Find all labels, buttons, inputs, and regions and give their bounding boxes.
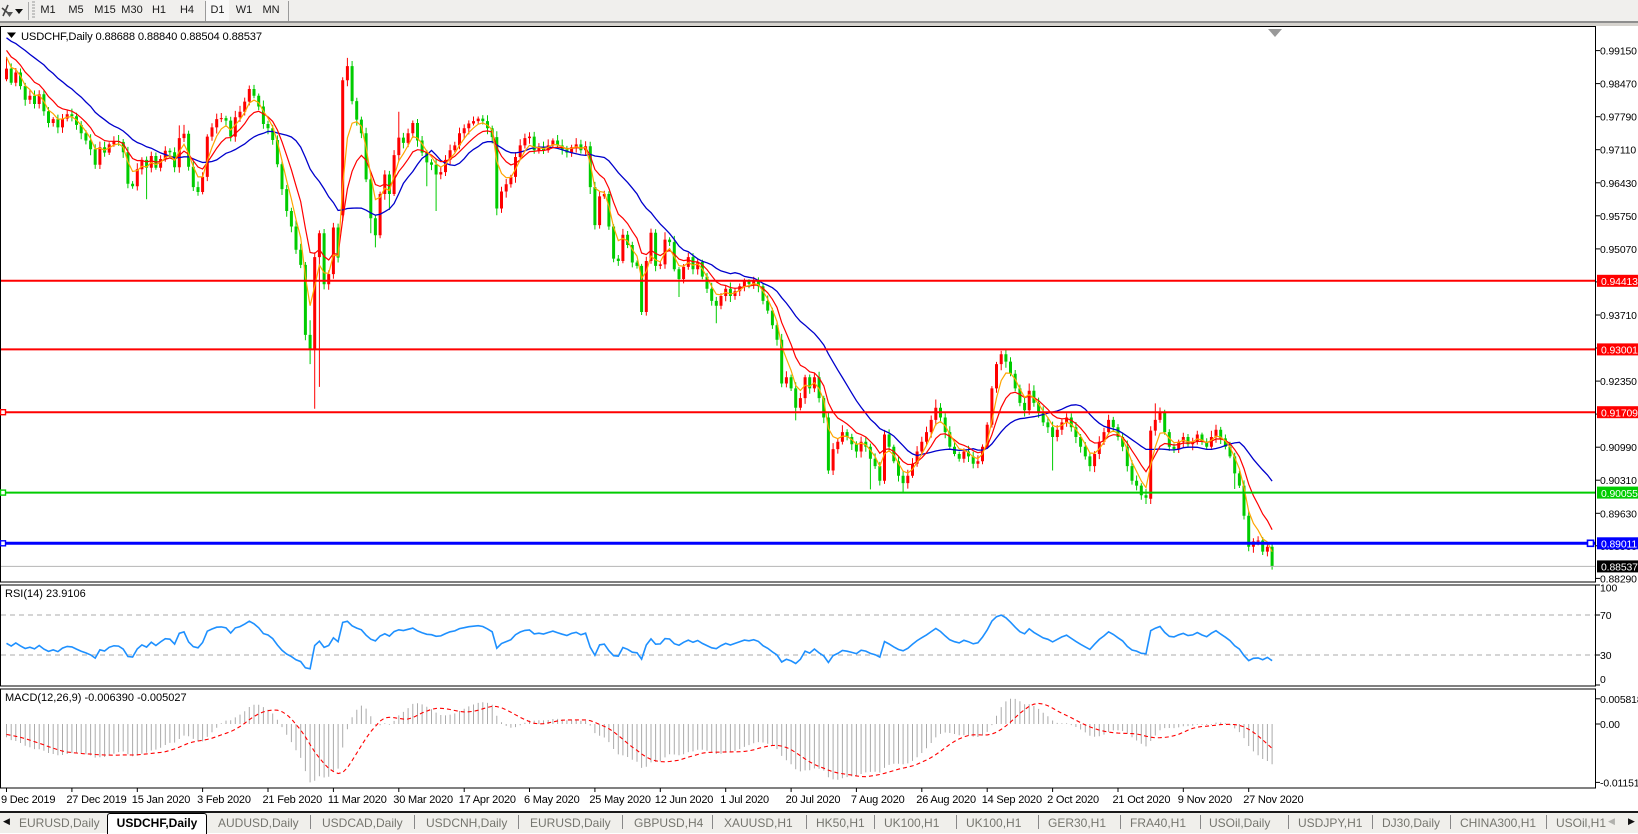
svg-text:0.91709: 0.91709 <box>1601 408 1638 419</box>
svg-text:0.99150: 0.99150 <box>1600 47 1637 58</box>
svg-text:17 Apr 2020: 17 Apr 2020 <box>459 794 516 806</box>
svg-text:20 Jul 2020: 20 Jul 2020 <box>786 794 841 806</box>
svg-text:9 Nov 2020: 9 Nov 2020 <box>1178 794 1232 806</box>
svg-text:0.97790: 0.97790 <box>1600 113 1637 124</box>
svg-text:70: 70 <box>1600 611 1612 622</box>
svg-text:0.94413: 0.94413 <box>1601 277 1638 288</box>
svg-text:6 May 2020: 6 May 2020 <box>524 794 580 806</box>
svg-text:USDCHF,Daily 0.88688 0.88840: USDCHF,Daily 0.88688 0.88840 0.88504 0.8… <box>21 31 262 43</box>
svg-text:2 Oct 2020: 2 Oct 2020 <box>1047 794 1099 806</box>
svg-text:14 Sep 2020: 14 Sep 2020 <box>982 794 1042 806</box>
svg-text:27 Nov 2020: 27 Nov 2020 <box>1243 794 1303 806</box>
svg-text:25 May 2020: 25 May 2020 <box>589 794 650 806</box>
svg-text:21 Feb 2020: 21 Feb 2020 <box>263 794 323 806</box>
svg-text:100: 100 <box>1600 584 1618 595</box>
svg-text:0.00: 0.00 <box>1600 720 1620 731</box>
svg-text:0: 0 <box>1600 675 1606 686</box>
svg-text:0.96430: 0.96430 <box>1600 179 1637 190</box>
svg-text:30: 30 <box>1600 651 1612 662</box>
svg-text:7 Aug 2020: 7 Aug 2020 <box>851 794 905 806</box>
svg-text:-0.011514: -0.011514 <box>1600 778 1638 789</box>
svg-text:0.93710: 0.93710 <box>1600 311 1637 322</box>
svg-text:0.95750: 0.95750 <box>1600 212 1637 223</box>
svg-text:0.97110: 0.97110 <box>1600 146 1636 157</box>
svg-text:0.88537: 0.88537 <box>1601 563 1638 574</box>
svg-text:27 Dec 2019: 27 Dec 2019 <box>66 794 126 806</box>
svg-text:0.89630: 0.89630 <box>1600 509 1637 520</box>
svg-text:12 Jun 2020: 12 Jun 2020 <box>655 794 713 806</box>
svg-text:0.92350: 0.92350 <box>1600 377 1637 388</box>
svg-text:0.89011: 0.89011 <box>1601 540 1637 551</box>
svg-text:0.90990: 0.90990 <box>1600 443 1637 454</box>
svg-text:0.90055: 0.90055 <box>1601 489 1638 500</box>
svg-text:MACD(12,26,9) -0.006390 -0.005: MACD(12,26,9) -0.006390 -0.005027 <box>5 692 187 704</box>
svg-text:9 Dec 2019: 9 Dec 2019 <box>1 794 55 806</box>
svg-text:0.005818: 0.005818 <box>1600 695 1638 706</box>
svg-text:3 Feb 2020: 3 Feb 2020 <box>197 794 251 806</box>
svg-text:30 Mar 2020: 30 Mar 2020 <box>393 794 453 806</box>
svg-text:15 Jan 2020: 15 Jan 2020 <box>132 794 190 806</box>
svg-text:0.95070: 0.95070 <box>1600 245 1637 256</box>
svg-text:RSI(14) 23.9106: RSI(14) 23.9106 <box>5 588 86 600</box>
svg-text:0.90310: 0.90310 <box>1600 476 1637 487</box>
svg-text:21 Oct 2020: 21 Oct 2020 <box>1113 794 1171 806</box>
svg-text:0.98470: 0.98470 <box>1600 80 1637 91</box>
svg-text:26 Aug 2020: 26 Aug 2020 <box>916 794 976 806</box>
svg-text:0.88290: 0.88290 <box>1600 574 1637 585</box>
svg-text:0.93001: 0.93001 <box>1601 346 1638 357</box>
svg-text:11 Mar 2020: 11 Mar 2020 <box>328 794 387 806</box>
svg-text:1 Jul 2020: 1 Jul 2020 <box>720 794 769 806</box>
